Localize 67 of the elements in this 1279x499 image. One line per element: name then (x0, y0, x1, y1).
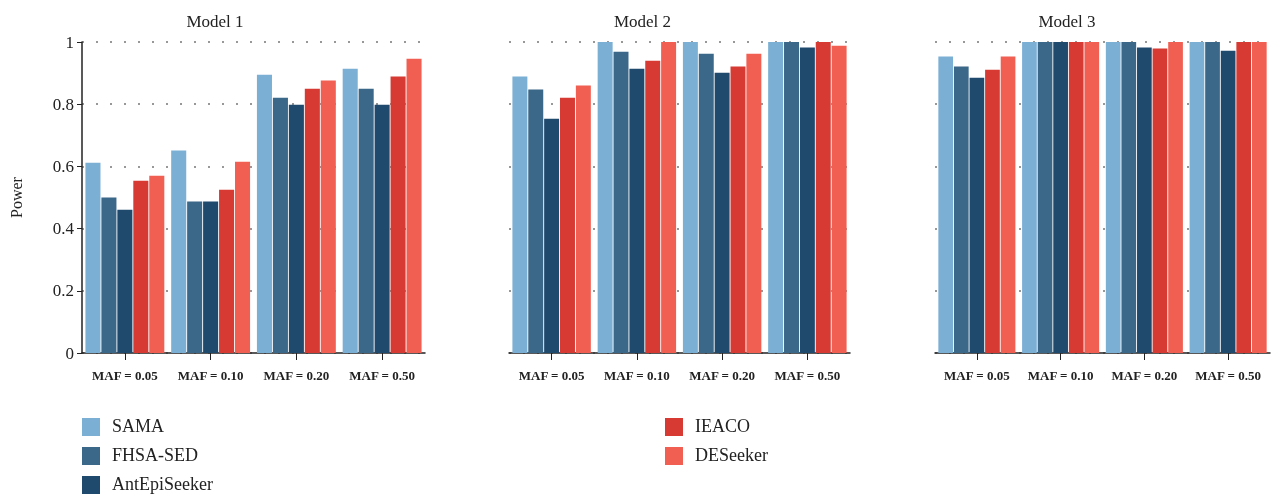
bar (304, 88, 320, 353)
bar (342, 68, 358, 353)
bar (768, 42, 784, 353)
bar (512, 76, 528, 353)
bar (203, 201, 219, 353)
y-tick-label: 0.8 (52, 94, 74, 114)
bar (575, 85, 591, 353)
bar (101, 197, 117, 353)
bar (746, 53, 762, 353)
y-tick-label: 1 (65, 32, 74, 52)
y-tick-label: 0.4 (52, 219, 75, 239)
bar (831, 45, 847, 353)
bar (235, 161, 251, 353)
y-tick-label: 0.2 (52, 281, 74, 301)
bar (730, 66, 746, 353)
chart-title: Model 1 (186, 12, 244, 31)
x-tick-label: MAF = 0.10 (1027, 368, 1094, 383)
x-tick-label: MAF = 0.05 (518, 368, 586, 383)
legend-label: SAMA (112, 416, 165, 437)
bar (390, 76, 406, 353)
bar (171, 150, 187, 353)
bar (784, 42, 799, 353)
bar (815, 42, 831, 353)
x-tick-label: MAF = 0.10 (177, 368, 244, 383)
legend-label: DESeeker (695, 445, 768, 466)
x-tick-label: MAF = 0.20 (263, 368, 330, 383)
bar (374, 104, 390, 353)
bar (645, 60, 661, 353)
bar (219, 189, 235, 353)
y-tick-label: 0.6 (52, 156, 74, 176)
y-tick-label: 0 (65, 343, 74, 363)
y-axis-title: Power (7, 176, 25, 218)
bar (256, 74, 272, 353)
bar (597, 42, 613, 353)
x-tick-label: MAF = 0.50 (1195, 368, 1262, 383)
bar (187, 201, 203, 353)
bar (629, 68, 645, 353)
bar (560, 97, 575, 353)
bar (358, 88, 374, 353)
bar (85, 162, 101, 353)
bar (698, 53, 714, 353)
legend-label: AntEpiSeeker (112, 474, 213, 495)
chart-title: Model 2 (613, 12, 672, 31)
bar (272, 97, 288, 353)
legend-label: IEACO (695, 416, 750, 437)
bar (661, 42, 677, 353)
bar (288, 104, 304, 353)
bar (613, 51, 629, 353)
bar (682, 42, 698, 353)
bar (714, 72, 730, 353)
x-tick-label: MAF = 0.50 (774, 368, 841, 383)
bar (149, 175, 165, 353)
bar (406, 58, 422, 353)
x-tick-label: MAF = 0.20 (689, 368, 756, 383)
chart-title: Model 3 (1038, 12, 1096, 31)
bar (544, 118, 560, 353)
bar (528, 89, 544, 353)
x-tick-label: MAF = 0.10 (603, 368, 670, 383)
x-tick-label: MAF = 0.05 (91, 368, 159, 383)
legend-label: FHSA-SED (112, 445, 199, 466)
x-tick-label: MAF = 0.05 (943, 368, 1011, 383)
bar (117, 209, 133, 353)
bar (320, 80, 336, 353)
bar (133, 180, 149, 353)
x-tick-label: MAF = 0.50 (349, 368, 416, 383)
x-tick-label: MAF = 0.20 (1111, 368, 1178, 383)
bar (799, 47, 815, 353)
